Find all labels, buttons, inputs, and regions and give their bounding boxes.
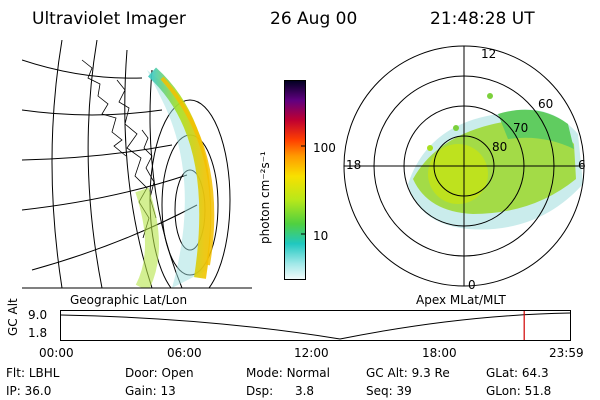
mlt-label-6: 6 — [578, 158, 586, 172]
mlat-label-70: 70 — [513, 121, 529, 135]
colorbar-tick-10: 10 — [313, 229, 329, 243]
mlat-label-60: 60 — [538, 97, 554, 111]
mlt-label-18: 18 — [346, 158, 362, 172]
timeline-ytick-9: 9.0 — [28, 308, 48, 322]
gain-info: Gain: 13 — [125, 384, 176, 398]
geographic-map — [22, 40, 252, 289]
instrument-title: Ultraviolet Imager — [32, 9, 186, 29]
colorbar-unit-label: photon cm⁻²s⁻¹ — [258, 151, 272, 244]
door-info: Door: Open — [125, 366, 194, 380]
left-panel-label: Geographic Lat/Lon — [70, 293, 188, 307]
timeline-xtick-1800: 18:00 — [422, 346, 457, 360]
timeline-xtick-2359: 23:59 — [549, 346, 584, 360]
timeline-xtick-0000: 00:00 — [39, 346, 74, 360]
timeline-xtick-0600: 06:00 — [167, 346, 202, 360]
colorbar-tick-100: 100 — [313, 141, 336, 155]
altitude-timeline — [60, 310, 571, 341]
mlt-label-0: 0 — [468, 278, 476, 292]
dsp-info: Dsp: 3.8 — [246, 384, 315, 398]
glat-info: GLat: 64.3 — [486, 366, 549, 380]
right-panel-label: Apex MLat/MLT — [416, 293, 506, 307]
timeline-ylabel: GC Alt — [6, 298, 20, 336]
colorbar — [284, 80, 306, 280]
polar-plot — [343, 45, 585, 287]
mlt-label-12: 12 — [481, 47, 497, 61]
gcalt-info: GC Alt: 9.3 Re — [366, 366, 450, 380]
time-label: 21:48:28 UT — [430, 9, 535, 29]
date-label: 26 Aug 00 — [270, 9, 358, 29]
timeline-xtick-1200: 12:00 — [294, 346, 329, 360]
mlat-label-80: 80 — [492, 140, 508, 154]
seq-info: Seq: 39 — [366, 384, 412, 398]
timeline-ytick-1-8: 1.8 — [28, 326, 48, 340]
flt-info: Flt: LBHL — [6, 366, 60, 380]
glon-info: GLon: 51.8 — [486, 384, 552, 398]
ip-info: IP: 36.0 — [6, 384, 52, 398]
mode-info: Mode: Normal — [246, 366, 330, 380]
